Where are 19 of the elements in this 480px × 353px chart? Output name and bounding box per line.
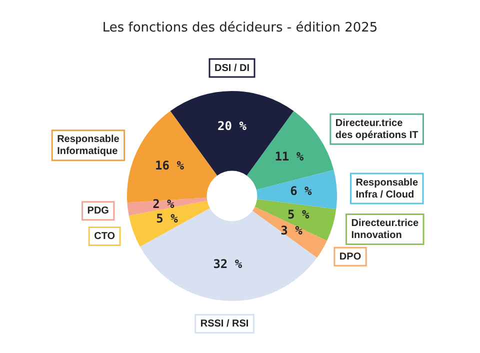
- data-label: 5 %: [156, 212, 179, 226]
- slice-label: Responsable Infra / Cloud: [356, 177, 418, 200]
- data-label: 6 %: [290, 184, 313, 198]
- slice-label: Directeur.trice des opérations IT: [335, 118, 418, 141]
- data-label: 5 %: [288, 207, 310, 222]
- slice-label: RSSI / RSI: [200, 318, 249, 330]
- slice-label: PDG: [87, 206, 110, 217]
- slice-label: Directeur.trice Innovation: [351, 218, 419, 241]
- data-label: 32 %: [213, 257, 243, 272]
- slice-label: CTO: [94, 231, 116, 242]
- slice-label: Responsable Informatique: [57, 134, 120, 158]
- chart-title: Les fonctions des décideurs - édition 2025: [102, 20, 378, 36]
- data-label: 16 %: [155, 158, 185, 173]
- slice-label: DPO: [339, 251, 362, 262]
- data-label: 3 %: [280, 223, 304, 238]
- data-label: 20 %: [218, 119, 248, 134]
- data-label: 2 %: [152, 196, 176, 211]
- data-label: 11 %: [274, 149, 304, 164]
- slice-label: DSI / DI: [214, 62, 250, 74]
